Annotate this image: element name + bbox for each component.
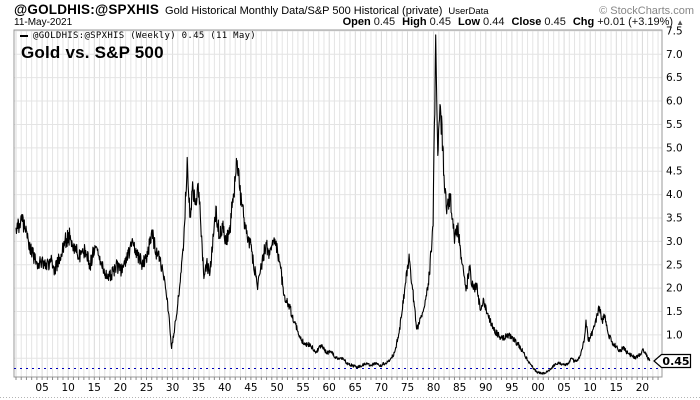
svg-text:35: 35	[192, 382, 205, 394]
close-label: Close	[511, 16, 542, 28]
series-path	[15, 34, 651, 375]
svg-text:60: 60	[323, 382, 336, 394]
series-legend: @GOLDHIS:@SPXHIS (Weekly) 0.45 (11 May)	[20, 31, 256, 41]
grid-lines	[14, 30, 662, 377]
svg-text:20: 20	[636, 382, 649, 394]
symbol-label: @GOLDHIS:@SPXHIS	[14, 2, 160, 17]
svg-text:85: 85	[453, 382, 466, 394]
close-value: 0.45	[544, 16, 566, 28]
svg-text:6.0: 6.0	[666, 96, 683, 108]
svg-text:65: 65	[349, 382, 362, 394]
svg-text:6.5: 6.5	[666, 72, 683, 84]
last-price-tag: 0.45	[653, 353, 692, 369]
series-line-marker	[20, 35, 28, 37]
open-label: Open	[342, 16, 371, 28]
svg-text:2.5: 2.5	[666, 259, 683, 271]
high-label: High	[402, 16, 427, 28]
userdata-tag: UserData	[448, 6, 489, 17]
svg-text:00: 00	[531, 382, 544, 394]
svg-text:70: 70	[375, 382, 388, 394]
svg-text:10: 10	[584, 382, 597, 394]
x-axis-ticks	[15, 377, 659, 380]
svg-text:15: 15	[88, 382, 101, 394]
low-value: 0.44	[483, 16, 505, 28]
open-value: 0.45	[373, 16, 396, 28]
svg-text:5.0: 5.0	[666, 142, 683, 154]
svg-text:45: 45	[244, 382, 257, 394]
svg-text:30: 30	[166, 382, 179, 394]
chart-date: 11-May-2021	[14, 17, 73, 28]
stockcharts-copyright: © StockCharts.com	[599, 5, 694, 17]
svg-text:75: 75	[401, 382, 414, 394]
page-title: Gold vs. S&P 500	[21, 43, 164, 62]
svg-text:0.45: 0.45	[662, 355, 689, 368]
svg-text:3.5: 3.5	[666, 212, 683, 224]
svg-text:15: 15	[610, 382, 623, 394]
svg-text:1.0: 1.0	[666, 329, 683, 341]
svg-text:55: 55	[296, 382, 309, 394]
svg-text:20: 20	[114, 382, 127, 394]
svg-text:7.0: 7.0	[666, 49, 683, 61]
svg-text:40: 40	[218, 382, 231, 394]
svg-text:50: 50	[270, 382, 283, 394]
svg-text:05: 05	[35, 382, 48, 394]
low-label: Low	[458, 16, 481, 28]
svg-text:1.5: 1.5	[666, 306, 683, 318]
svg-text:80: 80	[427, 382, 440, 394]
y-axis-labels: 1.0 1.5 2.0 2.5 3.0 3.5 4.0 4.5 5.0 5.5 6.0 6.5 7.0 7…	[666, 25, 683, 341]
chart-description: Gold Historical Monthly Data/S&P 500 His…	[165, 5, 443, 17]
svg-text:10: 10	[62, 382, 75, 394]
svg-text:5.5: 5.5	[666, 119, 683, 131]
ohlc-quote: Open 0.45 High 0.45 Low 0.44 Close 0.45 Chg +0.01…	[336, 16, 684, 28]
series-legend-label: @GOLDHIS:@SPXHIS (Weekly) 0.45 (11 May)	[33, 31, 257, 41]
svg-text:3.0: 3.0	[666, 236, 683, 248]
svg-text:05: 05	[557, 382, 570, 394]
chart-header: @GOLDHIS:@SPXHIS Gold Historical Monthly…	[14, 2, 694, 17]
svg-text:4.0: 4.0	[666, 189, 683, 201]
svg-text:7.5: 7.5	[666, 25, 683, 37]
svg-text:25: 25	[140, 382, 153, 394]
svg-text:95: 95	[505, 382, 518, 394]
high-value: 0.45	[429, 16, 452, 28]
quote-row: 11-May-2021 Open 0.45 High 0.45 Low 0.44 Close…	[14, 16, 684, 28]
plot-border	[13, 29, 663, 378]
arrow-up-icon: ▲	[676, 18, 684, 27]
svg-text:2.0: 2.0	[666, 283, 683, 295]
svg-text:4.5: 4.5	[666, 166, 683, 178]
x-axis-labels: 05 10 15 20 25 30 35 40 45 50 55 60 65 70 75 80 85 90 95 00…	[35, 382, 649, 394]
chg-label: Chg	[572, 16, 595, 28]
svg-text:90: 90	[479, 382, 492, 394]
chg-value: +0.01 (+3.19%)	[597, 16, 674, 28]
